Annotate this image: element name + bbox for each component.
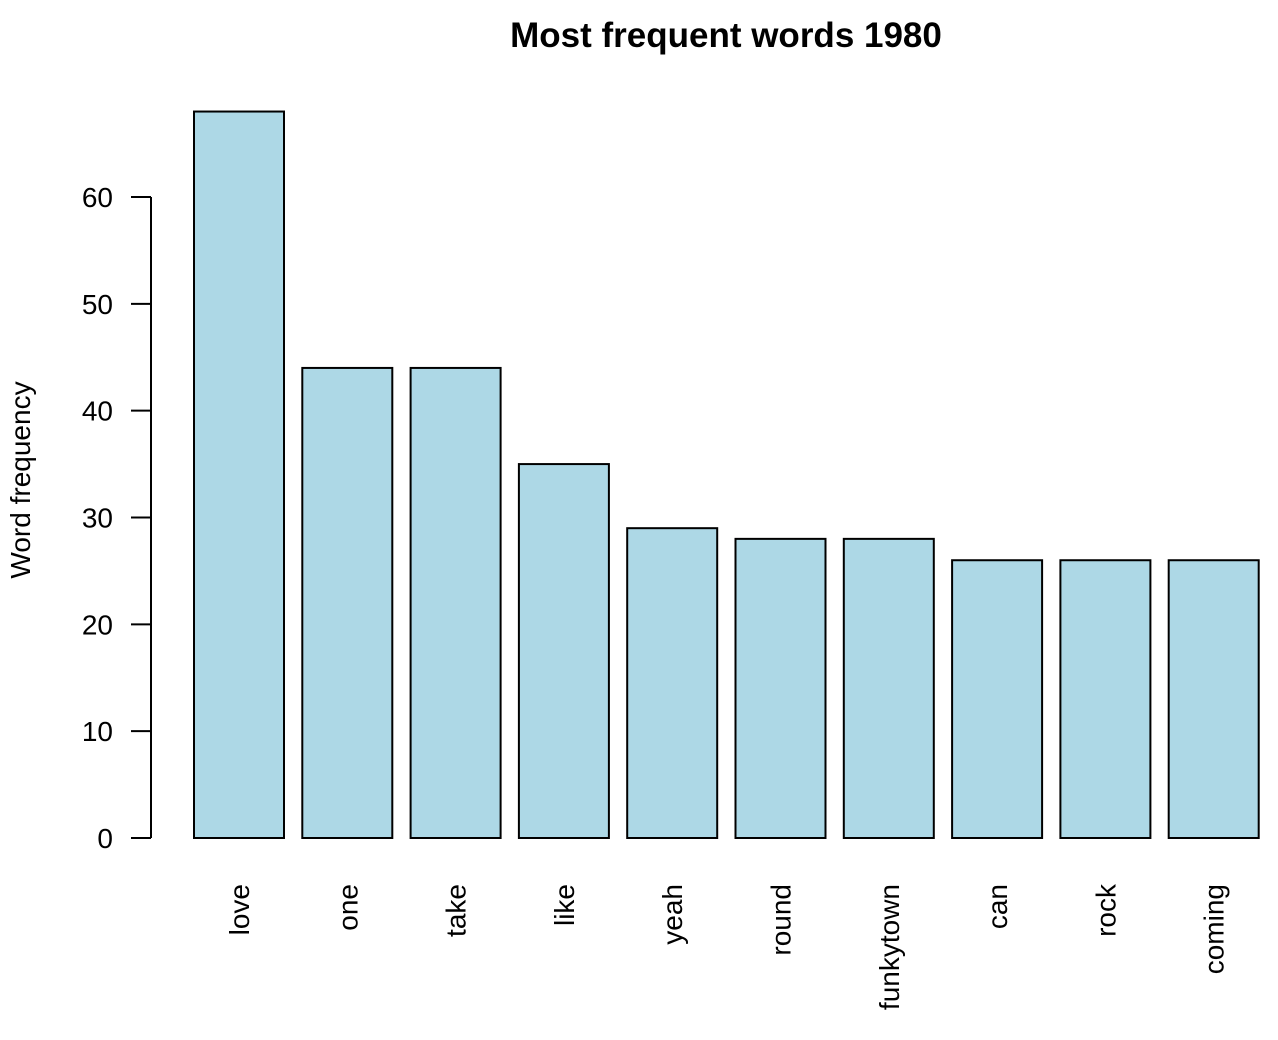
x-tick-label-funkytown: funkytown [874,884,905,1010]
bar-round [734,537,827,839]
y-tick-label: 50 [82,289,113,320]
bar-take [409,366,502,839]
x-tick-label-like: like [549,884,580,926]
x-tick-label-love: love [224,884,255,935]
y-tick-label: 0 [97,823,113,854]
x-tick-label-take: take [441,884,472,937]
bar-one [301,366,394,839]
bar-love [193,110,285,840]
chart-title: Most frequent words 1980 [510,16,942,55]
y-axis: 0 10 20 30 40 50 60 [82,182,152,854]
bar-rock [1059,559,1152,839]
x-tick-label-rock: rock [1090,883,1121,937]
x-tick-label-one: one [332,884,363,931]
bars-group [193,110,1260,840]
bar-can [951,559,1044,839]
y-tick-label: 30 [82,503,113,534]
y-tick-label: 10 [82,716,113,747]
bar-like [517,463,610,839]
x-tick-labels: love one take like yeah round funkytown can rock… [224,883,1230,1010]
y-tick-label: 60 [82,182,113,213]
x-tick-label-coming: coming [1199,884,1230,974]
x-tick-label-round: round [766,884,797,956]
bar-coming [1167,559,1260,839]
bar-funkytown [842,537,935,839]
x-tick-label-can: can [982,884,1013,929]
y-tick-label: 40 [82,396,113,427]
y-axis-label: Word frequency [5,381,36,578]
y-tick-label: 20 [82,609,113,640]
x-tick-label-yeah: yeah [657,884,688,945]
bar-yeah [626,527,719,840]
